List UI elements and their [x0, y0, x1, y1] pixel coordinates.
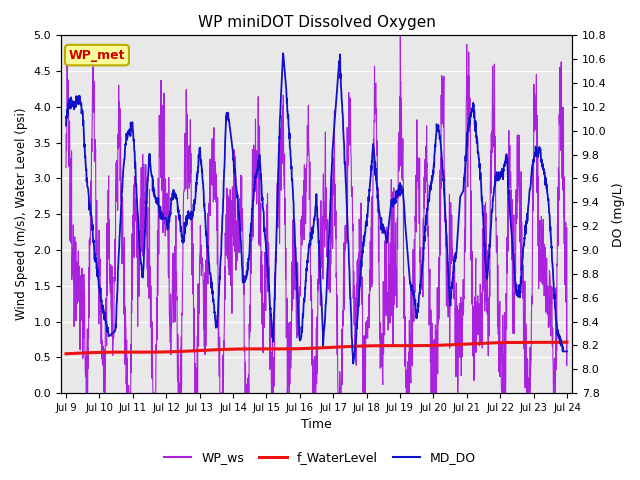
- Y-axis label: Wind Speed (m/s), Water Level (psi): Wind Speed (m/s), Water Level (psi): [15, 108, 28, 321]
- Title: WP miniDOT Dissolved Oxygen: WP miniDOT Dissolved Oxygen: [198, 15, 435, 30]
- X-axis label: Time: Time: [301, 419, 332, 432]
- Y-axis label: DO (mg/L): DO (mg/L): [612, 182, 625, 247]
- Text: WP_met: WP_met: [68, 48, 125, 61]
- Legend: WP_ws, f_WaterLevel, MD_DO: WP_ws, f_WaterLevel, MD_DO: [159, 446, 481, 469]
